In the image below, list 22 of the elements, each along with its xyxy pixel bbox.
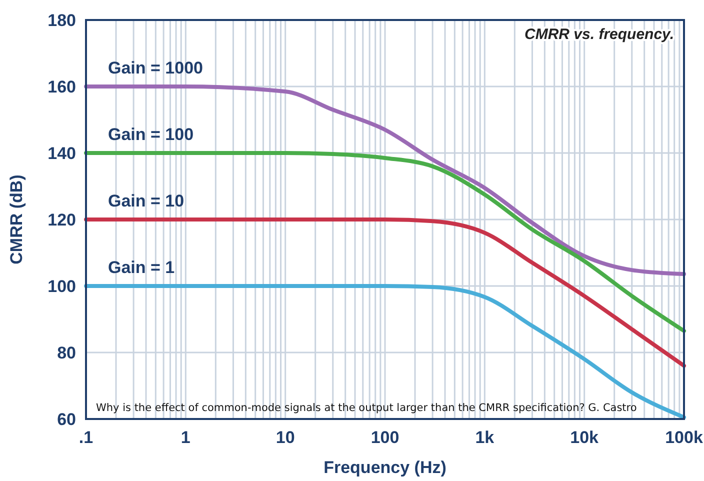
y-tick-label: 80 bbox=[57, 344, 76, 362]
y-tick-label: 60 bbox=[57, 410, 76, 429]
y-axis-title: CMRR (dB) bbox=[7, 174, 26, 264]
x-axis-title: Frequency (Hz) bbox=[324, 458, 446, 477]
y-tick-label: 160 bbox=[48, 78, 76, 96]
annotation: Why is the effect of common-mode signals at the output larger than the CMRR specification? G. Castro bbox=[96, 402, 637, 414]
x-tick-label: 10k bbox=[570, 428, 600, 447]
y-tick-label: 140 bbox=[48, 144, 76, 163]
x-tick-label: .1 bbox=[78, 428, 94, 447]
x-tick-label: 10 bbox=[276, 428, 295, 447]
x-tick-label: 1k bbox=[475, 428, 495, 447]
x-tick-label: 1 bbox=[180, 428, 190, 447]
x-tick-label: 100k bbox=[665, 428, 704, 447]
y-tick-label: 120 bbox=[48, 210, 76, 230]
series-label: Gain = 10 bbox=[108, 192, 184, 210]
series-label: Gain = 1000 bbox=[108, 58, 203, 78]
y-tick-label: 180 bbox=[48, 11, 76, 30]
y-tick-label: 100 bbox=[48, 277, 76, 296]
chart-title: CMRR vs. frequency. bbox=[524, 26, 674, 43]
series-label: Gain = 1 bbox=[108, 258, 175, 277]
x-tick-label: 100 bbox=[370, 428, 400, 447]
series-label: Gain = 100 bbox=[108, 125, 194, 144]
